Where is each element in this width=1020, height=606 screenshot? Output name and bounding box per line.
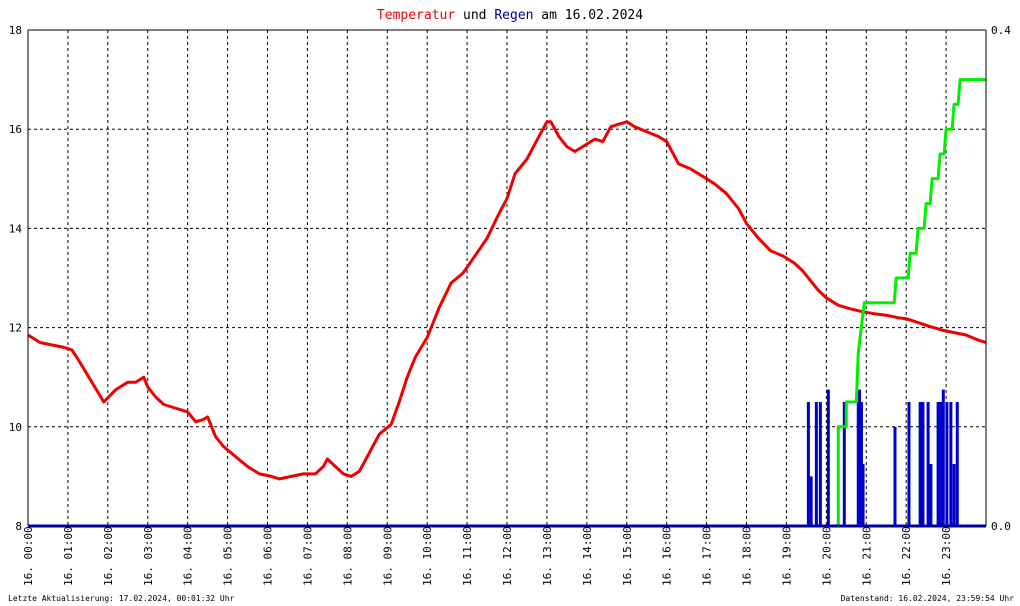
rain-rate-bar bbox=[945, 402, 949, 526]
title-date: am 16.02.2024 bbox=[533, 8, 643, 23]
x-tick-label: 16. 15:00 bbox=[621, 526, 634, 586]
rain-rate-bar bbox=[809, 476, 813, 526]
x-tick-label: 16. 01:00 bbox=[62, 526, 75, 586]
rain-rate-bar bbox=[939, 402, 943, 526]
x-tick-label: 16. 17:00 bbox=[701, 526, 714, 586]
title-and: und bbox=[455, 8, 494, 23]
footer-last-update: Letzte Aktualisierung: 17.02.2024, 00:01… bbox=[8, 594, 235, 603]
rain-rate-bar bbox=[926, 402, 930, 526]
x-tick-label: 16. 18:00 bbox=[741, 526, 754, 586]
footer-data-status: Datenstand: 16.02.2024, 23:59:54 Uhr bbox=[841, 594, 1015, 603]
rain_cumulative-line bbox=[822, 78, 986, 528]
rain-rate-bar bbox=[857, 389, 861, 526]
x-tick-label: 16. 22:00 bbox=[900, 526, 913, 586]
rain-rate-bar bbox=[814, 402, 818, 526]
x-tick-label: 16. 05:00 bbox=[222, 526, 235, 586]
x-tick-label: 16. 00:00 bbox=[22, 526, 35, 586]
x-tick-label: 16. 06:00 bbox=[262, 526, 275, 586]
rain-rate-bar bbox=[921, 402, 925, 526]
x-tick-label: 16. 20:00 bbox=[820, 526, 833, 586]
x-tick-label: 16. 08:00 bbox=[341, 526, 354, 586]
x-tick-label: 16. 09:00 bbox=[381, 526, 394, 586]
rain-rate-bar bbox=[955, 402, 959, 526]
chart-title: Temperatur und Regen am 16.02.2024 bbox=[377, 8, 643, 23]
rain-rate-bar bbox=[949, 402, 953, 526]
x-tick-label: 16. 02:00 bbox=[102, 526, 115, 586]
rain-rate-bar bbox=[842, 402, 846, 526]
rain-rate-bar bbox=[861, 464, 865, 526]
rain-rate-bar bbox=[952, 464, 956, 526]
y-left-tick-label: 12 bbox=[9, 322, 22, 335]
y-left-tick-label: 8 bbox=[15, 520, 22, 533]
rain-rate-bar bbox=[918, 402, 922, 526]
rain-rate-bar bbox=[936, 402, 940, 526]
x-tick-label: 16. 19:00 bbox=[780, 526, 793, 586]
rain-rate-bar bbox=[941, 389, 945, 526]
data-lines bbox=[27, 78, 987, 528]
rain-rate-bar bbox=[893, 426, 897, 526]
rain-rate-bar bbox=[907, 402, 911, 526]
x-tick-label: 16. 16:00 bbox=[661, 526, 674, 586]
rain-rate-bar bbox=[826, 389, 830, 526]
x-tick-label: 16. 03:00 bbox=[142, 526, 155, 586]
x-tick-label: 16. 10:00 bbox=[421, 526, 434, 586]
axes bbox=[27, 29, 987, 528]
y-right-tick-label: 0.4 bbox=[991, 24, 1011, 37]
rain-rate-bar bbox=[818, 402, 822, 526]
y-left-tick-label: 18 bbox=[9, 24, 22, 37]
rain-rate-bar bbox=[859, 402, 863, 526]
x-tick-label: 16. 23:00 bbox=[940, 526, 953, 586]
x-tick-label: 16. 12:00 bbox=[501, 526, 514, 586]
title-rain: Regen bbox=[494, 8, 533, 23]
x-tick-label: 16. 04:00 bbox=[182, 526, 195, 586]
x-tick-label: 16. 11:00 bbox=[461, 526, 474, 586]
y-left-tick-label: 10 bbox=[9, 421, 22, 434]
temperature-line bbox=[27, 120, 987, 481]
y-right-tick-label: 0.0 bbox=[991, 520, 1011, 533]
rain-rate-bars bbox=[806, 389, 959, 526]
y-left-tick-label: 14 bbox=[9, 222, 23, 235]
x-tick-label: 16. 07:00 bbox=[301, 526, 314, 586]
x-tick-label: 16. 21:00 bbox=[860, 526, 873, 586]
rain-rate-bar bbox=[806, 402, 810, 526]
rain-rate-bar bbox=[929, 464, 933, 526]
x-tick-label: 16. 14:00 bbox=[581, 526, 594, 586]
title-temperature: Temperatur bbox=[377, 8, 455, 23]
tick-labels: 8 10 12 14 16 18 0.0 0.4 16. 00:00 16. 01:00 16. 0… bbox=[9, 24, 1011, 586]
x-tick-label: 16. 13:00 bbox=[541, 526, 554, 586]
y-left-tick-label: 16 bbox=[9, 123, 22, 136]
